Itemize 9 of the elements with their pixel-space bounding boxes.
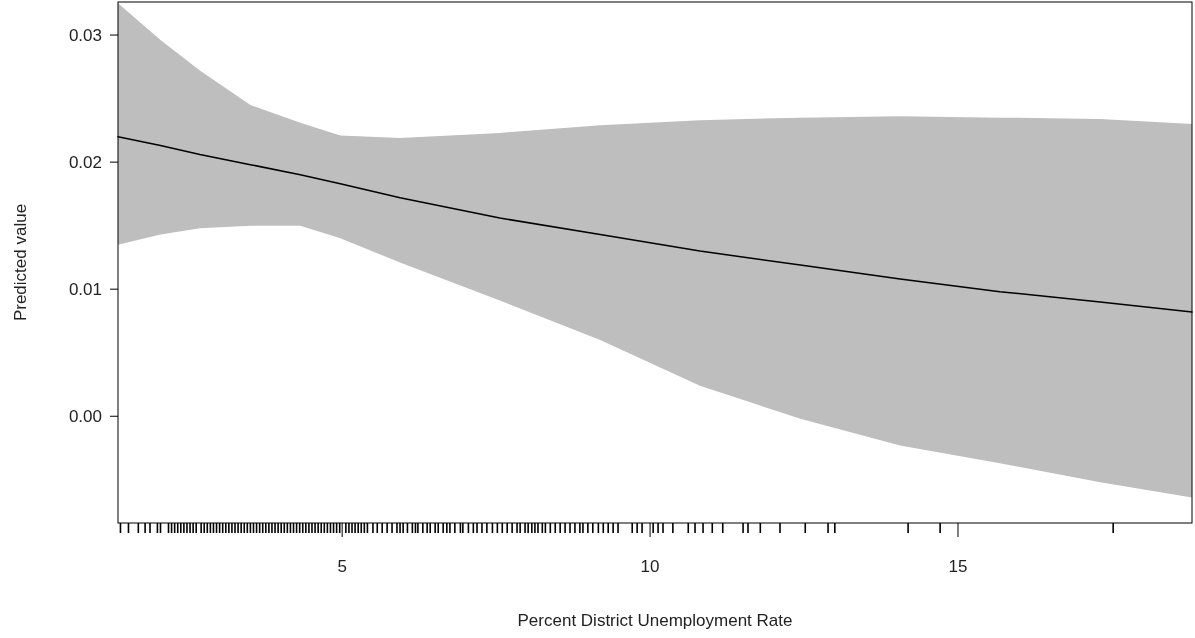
x-tick-label: 5	[337, 557, 347, 576]
x-axis-title: Percent District Unemployment Rate	[517, 611, 793, 630]
y-tick-label: 0.00	[68, 407, 102, 427]
y-tick-label: 0.01	[68, 280, 102, 300]
x-tick-label: 10	[640, 557, 660, 576]
y-axis-title: Predicted value	[11, 203, 30, 322]
y-tick-label: 0.03	[68, 25, 102, 45]
x-tick-label: 15	[948, 557, 968, 576]
y-tick-label: 0.02	[68, 153, 102, 173]
